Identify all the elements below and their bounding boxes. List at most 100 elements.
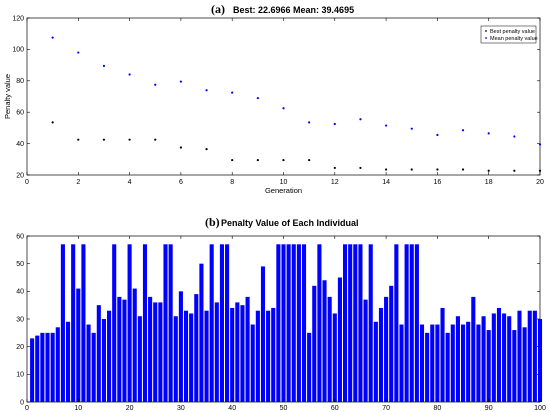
mean-penalty-point bbox=[154, 83, 157, 86]
individual-bar bbox=[81, 244, 86, 402]
mean-penalty-point bbox=[385, 124, 388, 127]
individual-bar bbox=[194, 294, 199, 402]
individual-bar bbox=[137, 316, 142, 402]
individual-bar bbox=[450, 324, 455, 402]
individual-bar bbox=[55, 327, 60, 402]
x-tick-label: 80 bbox=[434, 405, 442, 412]
best-penalty-point bbox=[308, 158, 311, 162]
chart-a-y-label: Penalty value bbox=[3, 74, 12, 119]
individual-bar bbox=[60, 244, 65, 402]
y-tick-label: 60 bbox=[16, 233, 24, 240]
individual-bar bbox=[455, 316, 460, 402]
individual-bar bbox=[317, 244, 322, 402]
chart-a-title: Best: 22.6966 Mean: 39.4695 bbox=[233, 5, 354, 15]
individual-bar bbox=[430, 324, 435, 402]
individual-bar bbox=[394, 244, 399, 402]
mean-penalty-point bbox=[51, 36, 54, 39]
chart-a-legend: Best penalty value Mean penalty value bbox=[480, 25, 538, 44]
individual-bar bbox=[163, 244, 168, 402]
y-tick-label: 80 bbox=[16, 78, 24, 85]
panel-b-letter: (b) bbox=[205, 215, 220, 229]
y-tick-label: 100 bbox=[12, 47, 24, 54]
best-penalty-point bbox=[256, 158, 259, 162]
mean-penalty-point bbox=[410, 127, 413, 130]
best-penalty-point bbox=[385, 168, 388, 171]
individual-bar bbox=[35, 335, 40, 402]
individual-bar bbox=[255, 310, 260, 402]
x-tick-label: 50 bbox=[280, 405, 288, 412]
individual-bar bbox=[481, 316, 486, 402]
legend-marker-best bbox=[485, 30, 487, 32]
individual-bar bbox=[65, 321, 71, 402]
individual-bar bbox=[527, 310, 532, 402]
legend-marker-mean bbox=[485, 37, 487, 39]
best-penalty-point bbox=[487, 169, 490, 172]
chart-b-x-axis: 0 10 20 30 40 50 60 70 80 90 100 bbox=[25, 236, 546, 412]
individual-bar bbox=[219, 244, 224, 402]
x-tick-label: 0 bbox=[25, 179, 29, 186]
individual-bar bbox=[435, 324, 440, 402]
individual-bar bbox=[112, 244, 117, 402]
individual-bar bbox=[281, 244, 286, 402]
chart-a-y-axis: 20 40 60 80 100 120 bbox=[12, 15, 540, 179]
individual-bar bbox=[245, 296, 250, 402]
individual-bar bbox=[101, 319, 107, 402]
y-tick-label: 20 bbox=[16, 172, 24, 179]
individual-bar bbox=[122, 299, 127, 402]
chart-b-bars bbox=[30, 244, 543, 402]
individual-bar bbox=[440, 307, 445, 402]
individual-bar bbox=[271, 307, 276, 402]
individual-bar bbox=[91, 332, 96, 402]
individual-bar bbox=[173, 316, 178, 402]
individual-bar bbox=[517, 310, 522, 402]
mean-penalty-point bbox=[538, 143, 542, 146]
best-penalty-point bbox=[333, 166, 336, 170]
individual-bar bbox=[291, 244, 296, 402]
legend-entry-best: Best penalty value bbox=[490, 29, 535, 35]
y-tick-label: 50 bbox=[16, 261, 24, 268]
x-tick-label: 20 bbox=[536, 179, 544, 186]
best-penalty-point bbox=[231, 158, 234, 162]
individual-bar bbox=[348, 244, 353, 402]
chart-a-x-axis: 0 2 4 6 8 10 12 14 16 18 20 bbox=[25, 18, 544, 186]
individual-bar bbox=[378, 307, 384, 402]
individual-bar bbox=[209, 244, 214, 402]
x-tick-label: 20 bbox=[126, 405, 134, 412]
individual-bar bbox=[301, 244, 307, 402]
individual-bar bbox=[230, 307, 235, 402]
mean-penalty-point bbox=[128, 73, 131, 76]
individual-bar bbox=[183, 310, 189, 402]
individual-bar bbox=[296, 244, 301, 402]
individual-bar bbox=[512, 330, 517, 402]
individual-bar bbox=[189, 313, 194, 402]
y-tick-label: 120 bbox=[12, 15, 24, 22]
individual-bar bbox=[337, 277, 342, 402]
individual-bar bbox=[168, 244, 173, 402]
mean-penalty-point bbox=[77, 51, 80, 54]
x-tick-label: 100 bbox=[534, 405, 546, 412]
y-tick-label: 20 bbox=[16, 344, 24, 351]
individual-bar bbox=[537, 319, 543, 402]
chart-a-x-label: Generation bbox=[265, 186, 302, 195]
individual-bar bbox=[445, 332, 450, 402]
individual-bar bbox=[199, 263, 204, 402]
individual-bar bbox=[86, 324, 91, 402]
mean-penalty-point bbox=[282, 107, 285, 110]
mean-penalty-point bbox=[487, 132, 490, 135]
best-penalty-point bbox=[77, 138, 80, 141]
individual-bar bbox=[286, 244, 291, 402]
y-tick-label: 30 bbox=[16, 316, 24, 323]
individual-bar bbox=[358, 244, 363, 402]
individual-bar bbox=[460, 324, 466, 402]
chart-a-plot-area bbox=[26, 17, 541, 176]
individual-bar bbox=[486, 330, 491, 402]
individual-bar bbox=[96, 305, 101, 402]
best-penalty-point bbox=[128, 138, 131, 141]
x-tick-label: 70 bbox=[382, 405, 390, 412]
mean-penalty-point bbox=[102, 64, 106, 67]
individual-bar bbox=[250, 324, 255, 402]
best-penalty-point bbox=[205, 147, 208, 151]
y-tick-label: 0 bbox=[20, 399, 24, 406]
mean-penalty-point bbox=[205, 89, 208, 92]
x-tick-label: 6 bbox=[179, 179, 183, 186]
